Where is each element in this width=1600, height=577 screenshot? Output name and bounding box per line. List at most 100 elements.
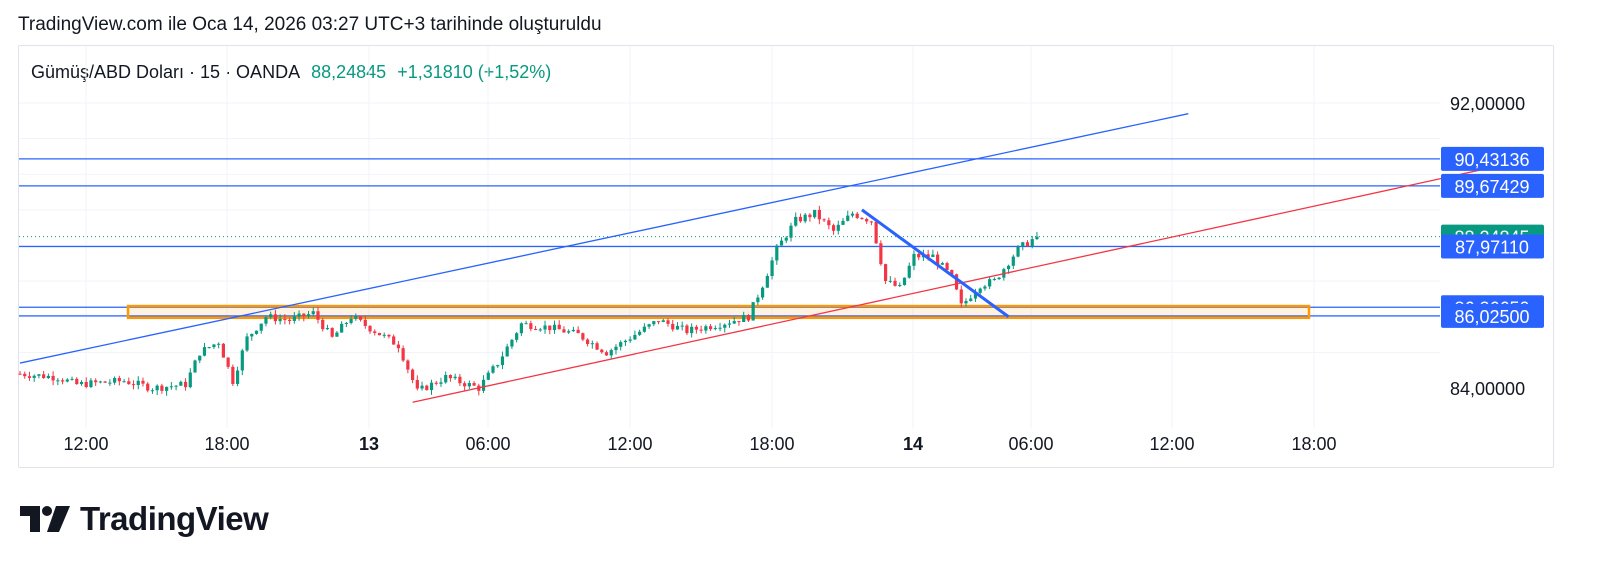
price-label-box bbox=[1441, 146, 1544, 171]
candle bbox=[846, 210, 850, 222]
candle-body bbox=[571, 329, 576, 332]
candle-body bbox=[382, 334, 386, 336]
candle-body bbox=[680, 325, 684, 327]
candle-body bbox=[604, 352, 609, 356]
candle-body bbox=[992, 279, 996, 281]
candle bbox=[420, 381, 424, 391]
candle bbox=[434, 380, 438, 386]
candle-body bbox=[675, 325, 680, 330]
candle-body bbox=[217, 343, 221, 345]
candle bbox=[775, 244, 779, 265]
candle-body bbox=[548, 325, 552, 331]
candle bbox=[888, 276, 892, 284]
candle-body bbox=[23, 373, 27, 377]
candle-body bbox=[363, 319, 367, 326]
candle-body bbox=[458, 376, 462, 384]
candle-body bbox=[37, 374, 41, 376]
candle-body bbox=[1021, 242, 1025, 247]
price-axis: 92,0000084,0000090,4313689,6742988,24845… bbox=[1441, 94, 1544, 399]
candle bbox=[358, 315, 363, 322]
candle-body bbox=[448, 375, 453, 379]
candle-body bbox=[1030, 239, 1034, 247]
candle bbox=[704, 324, 708, 334]
candle-body bbox=[401, 348, 405, 361]
candle bbox=[472, 381, 476, 387]
tradingview-logo-icon bbox=[20, 506, 70, 532]
x-tick-label: 18:00 bbox=[1291, 434, 1336, 454]
candle bbox=[23, 371, 27, 379]
candle-body bbox=[259, 323, 263, 331]
candle bbox=[179, 380, 183, 386]
candle bbox=[321, 318, 325, 332]
x-tick-label: 12:00 bbox=[1149, 434, 1194, 454]
candle-body bbox=[510, 339, 514, 347]
candle bbox=[231, 364, 235, 387]
candle-body bbox=[297, 313, 301, 317]
candle-body bbox=[888, 280, 892, 282]
candle bbox=[770, 256, 774, 280]
candle-body bbox=[533, 328, 538, 330]
candle-body bbox=[586, 339, 590, 344]
candle bbox=[992, 277, 996, 281]
candle-body bbox=[174, 385, 178, 387]
candle bbox=[207, 346, 211, 349]
candle-body bbox=[973, 292, 978, 299]
candle-body bbox=[27, 376, 32, 378]
candle-body bbox=[623, 340, 628, 343]
candle-body bbox=[950, 269, 954, 275]
candle bbox=[155, 384, 159, 396]
candle bbox=[212, 344, 216, 349]
price-label-text: 86,02500 bbox=[1454, 307, 1529, 327]
candle-body bbox=[822, 219, 826, 221]
candle bbox=[988, 276, 992, 290]
candle-body bbox=[808, 214, 812, 218]
support-zone bbox=[126, 304, 1311, 320]
candle-body bbox=[240, 350, 244, 371]
candle-body bbox=[288, 319, 292, 321]
brand-logo[interactable]: TradingView bbox=[20, 500, 269, 538]
candle-body bbox=[122, 381, 126, 383]
price-label-text: 90,43136 bbox=[1454, 150, 1529, 170]
candle-body bbox=[1006, 265, 1011, 270]
candle-body bbox=[434, 382, 438, 384]
candle bbox=[831, 223, 836, 235]
candle bbox=[396, 340, 400, 353]
candle bbox=[604, 350, 609, 356]
candle bbox=[37, 373, 41, 379]
candle bbox=[732, 316, 736, 325]
candle-body bbox=[75, 378, 79, 385]
candle-body bbox=[836, 224, 840, 231]
candle-body bbox=[108, 382, 112, 384]
candle-body bbox=[557, 324, 561, 330]
candle-body bbox=[940, 263, 944, 265]
candle bbox=[756, 294, 760, 306]
x-tick-label: 06:00 bbox=[465, 434, 510, 454]
candle-body bbox=[500, 356, 505, 366]
candle-body bbox=[18, 373, 22, 375]
candle bbox=[84, 377, 88, 389]
candle bbox=[850, 211, 855, 218]
candle-body bbox=[89, 380, 93, 388]
candle-body bbox=[183, 381, 188, 388]
candle bbox=[70, 376, 74, 381]
candle bbox=[165, 386, 169, 396]
candle bbox=[150, 388, 155, 394]
candle bbox=[273, 309, 278, 325]
candle-body bbox=[893, 280, 897, 286]
candle-body bbox=[467, 383, 471, 387]
candle-body bbox=[898, 285, 902, 287]
candle bbox=[600, 348, 604, 354]
candle bbox=[954, 273, 959, 291]
candle bbox=[619, 340, 623, 351]
candle-body bbox=[127, 381, 131, 385]
candle bbox=[690, 323, 694, 338]
candle-body bbox=[737, 321, 741, 323]
trendline-down-trend bbox=[861, 208, 1010, 318]
candle bbox=[377, 332, 382, 336]
candle-body bbox=[742, 315, 746, 322]
x-tick-label: 12:00 bbox=[607, 434, 652, 454]
candle-body bbox=[529, 323, 533, 329]
candle-body bbox=[481, 379, 486, 391]
price-label-box bbox=[1441, 173, 1544, 198]
